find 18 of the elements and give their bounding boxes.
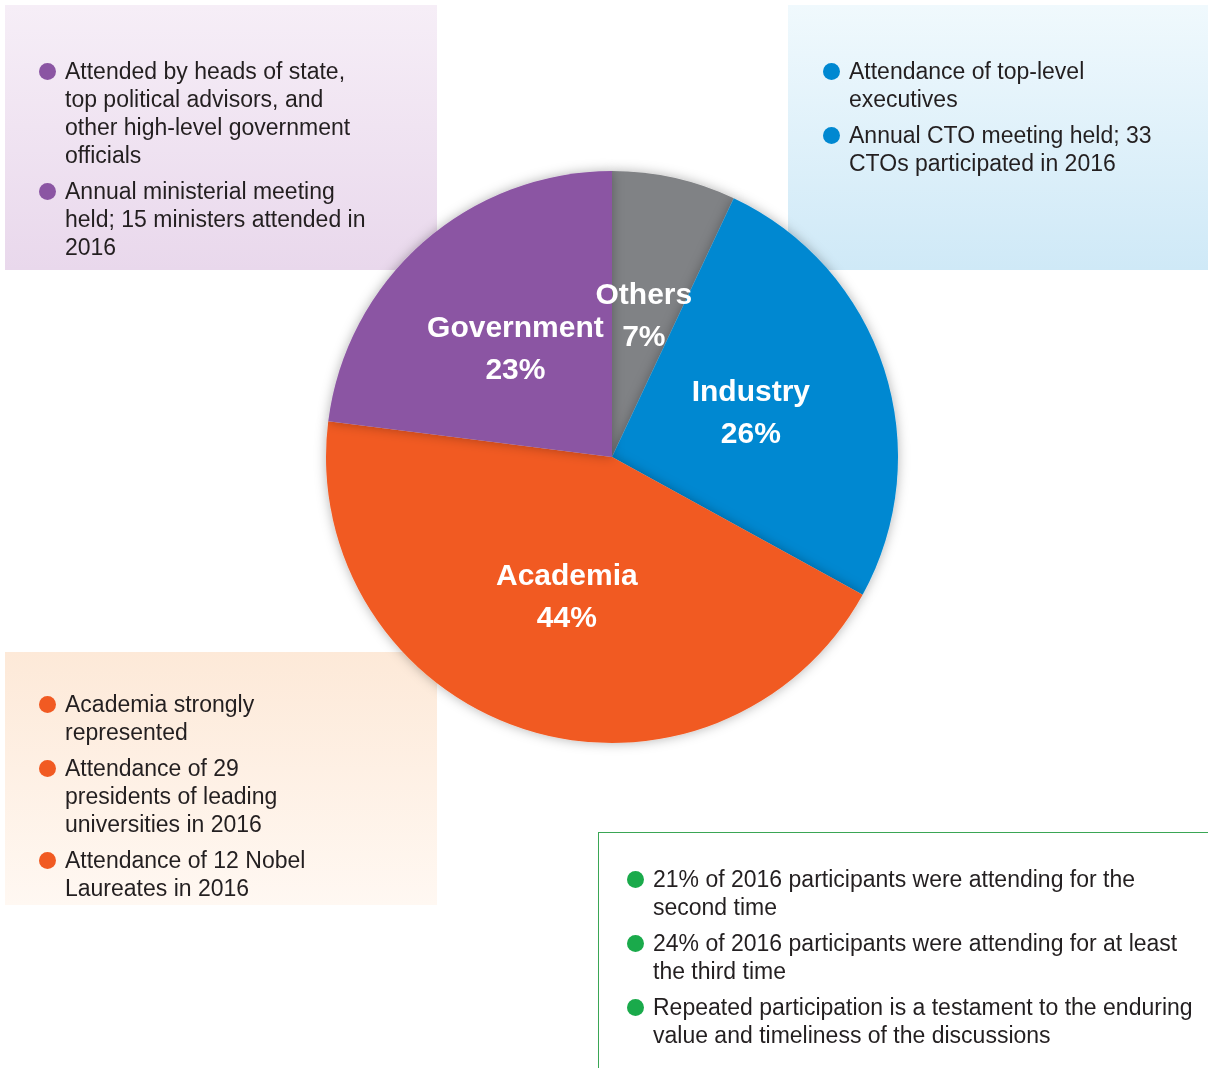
slice-label: Industry [691,374,811,408]
data-label: 44% [536,600,597,634]
slice-label: Others [595,277,693,311]
text: 24% of 2016 participants were attending for at least the third time [653,930,1178,984]
data-label: 26% [720,416,781,450]
slice-label: Academia [496,558,639,592]
text: Attendance of 12 Nobel Laureates in 2016 [65,847,306,901]
text: Attended by heads of state, top political advisors, and other high-level government officials [65,58,351,168]
data-label: 7% [622,319,666,353]
text: Repeated participation is a testament to the enduring value and timeliness of the discussions [653,994,1193,1048]
text: Academia strongly represented [65,691,255,745]
data-label: 23% [485,351,546,385]
text: Attendance of top-level executives [849,58,1085,112]
text: Attendance of 29 presidents of leading universities in 2016 [65,755,278,837]
text: Annual ministerial meeting held; 15 ministers attended in 2016 [65,178,366,260]
slice-label: Government [427,309,604,343]
text: 21% of 2016 participants were attending for the second time [653,866,1136,920]
text: Annual CTO meeting held; 33 CTOs participated in 2016 [849,122,1152,176]
